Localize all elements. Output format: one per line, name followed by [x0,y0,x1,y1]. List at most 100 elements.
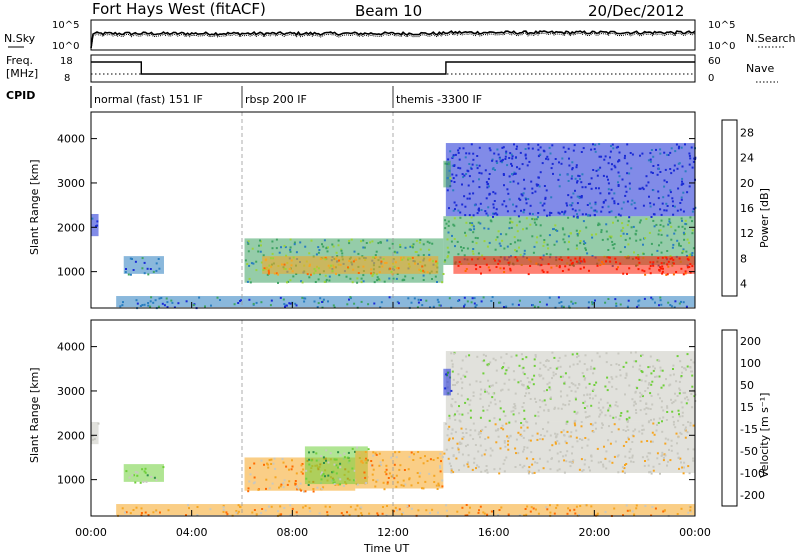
data-pixel [239,300,241,302]
data-pixel [332,481,335,484]
data-pixel [380,241,382,244]
data-pixel [501,424,504,427]
data-pixel [607,188,610,191]
data-pixel [442,273,445,275]
data-pixel [680,183,683,186]
data-pixel [691,406,694,409]
data-pixel [598,401,600,404]
data-pixel [640,370,643,372]
data-pixel [96,224,99,227]
data-pixel [625,504,628,507]
colorbar-tick-label: 28 [740,127,754,140]
data-pixel [555,506,558,509]
data-pixel [666,153,669,156]
data-pixel [604,199,607,202]
data-pixel [664,454,667,457]
data-pixel [665,181,668,184]
data-pixel [525,202,528,205]
data-region [443,421,695,473]
data-pixel [676,513,679,515]
data-pixel [445,422,448,425]
data-pixel [494,259,497,262]
data-pixel [574,177,577,180]
data-pixel [247,243,250,245]
data-pixel [534,461,537,464]
data-pixel [672,258,675,261]
noise-tick-top-right: 10^5 [708,20,735,31]
data-pixel [660,251,663,254]
data-pixel [435,260,438,263]
data-pixel [588,202,591,205]
data-pixel [410,507,413,510]
data-pixel [349,296,352,299]
data-pixel [353,250,356,253]
data-pixel [575,244,578,247]
data-pixel [580,196,583,199]
data-pixel [650,394,653,397]
data-pixel [637,304,640,307]
data-pixel [605,230,608,233]
data-pixel [591,301,593,304]
data-pixel [675,143,678,146]
data-pixel [498,472,501,475]
data-pixel [601,206,604,209]
data-pixel [626,272,628,275]
data-pixel [652,189,655,192]
data-pixel [494,169,496,171]
data-pixel [299,488,302,491]
data-pixel [520,193,523,196]
data-pixel [562,238,565,241]
data-pixel [517,182,520,185]
data-pixel [488,269,491,272]
data-pixel [507,513,510,516]
data-pixel [658,244,660,247]
data-pixel [578,209,581,212]
data-pixel [482,405,484,408]
data-pixel [491,159,494,162]
data-pixel [468,152,471,155]
data-pixel [558,258,561,261]
data-pixel [522,436,525,439]
data-pixel [411,256,414,259]
data-pixel [467,170,470,173]
data-pixel [634,428,637,431]
data-pixel [373,302,376,305]
data-pixel [665,202,668,205]
data-pixel [473,204,476,207]
data-pixel [487,363,490,366]
data-pixel [507,388,510,391]
data-pixel [499,400,502,403]
data-pixel [543,241,546,244]
data-pixel [350,238,353,241]
data-pixel [547,408,550,411]
data-pixel [282,482,285,485]
data-pixel [635,507,638,510]
data-pixel [155,509,158,512]
data-pixel [441,479,444,482]
data-pixel [313,300,316,303]
data-pixel [681,406,684,409]
colorbar-tick-label: 20 [740,177,754,190]
data-pixel [672,262,675,265]
data-pixel [320,487,323,490]
data-pixel [339,263,342,266]
data-pixel [457,264,460,267]
data-pixel [583,407,586,409]
data-pixel [684,219,687,222]
data-pixel [295,251,298,254]
data-pixel [570,204,573,207]
data-pixel [594,203,597,206]
data-pixel [343,452,346,455]
data-pixel [549,504,551,507]
data-pixel [385,468,388,471]
data-pixel [686,353,689,356]
data-pixel [324,258,327,261]
data-pixel [526,426,529,429]
data-pixel [532,383,535,386]
data-pixel [620,412,623,414]
data-pixel [666,406,669,409]
data-pixel [578,383,581,385]
data-pixel [602,465,605,468]
data-pixel [448,462,451,465]
data-pixel [204,305,206,308]
